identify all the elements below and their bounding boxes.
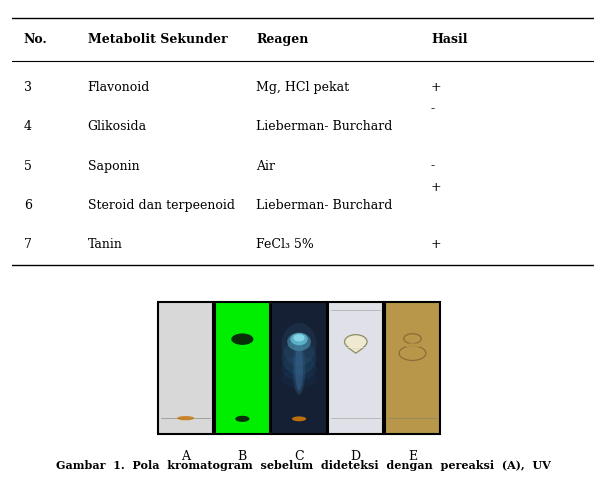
- Text: No.: No.: [24, 33, 47, 46]
- Text: 5: 5: [24, 159, 32, 173]
- Text: A: A: [181, 450, 190, 463]
- Text: 3: 3: [24, 81, 32, 94]
- Text: E: E: [408, 450, 417, 463]
- Bar: [215, 302, 270, 434]
- Text: C: C: [295, 450, 304, 463]
- Ellipse shape: [282, 356, 316, 381]
- Text: 4: 4: [24, 120, 32, 133]
- Text: +: +: [431, 181, 442, 194]
- Ellipse shape: [295, 345, 303, 391]
- Text: -: -: [431, 103, 435, 115]
- Text: Lieberman- Burchard: Lieberman- Burchard: [256, 199, 393, 212]
- Text: Hasil: Hasil: [431, 33, 467, 46]
- Bar: [385, 302, 440, 434]
- Ellipse shape: [399, 346, 426, 361]
- Text: 7: 7: [24, 239, 32, 251]
- Text: Gambar  1.  Pola  kromatogram  sebelum  dideteksi  dengan  pereaksi  (A),  UV: Gambar 1. Pola kromatogram sebelum didet…: [56, 460, 550, 471]
- Text: Tanin: Tanin: [88, 239, 122, 251]
- Text: Reagen: Reagen: [256, 33, 309, 46]
- Text: Saponin: Saponin: [88, 159, 139, 173]
- Text: D: D: [351, 450, 361, 463]
- Text: Metabolit Sekunder: Metabolit Sekunder: [88, 33, 227, 46]
- Ellipse shape: [290, 333, 308, 346]
- Text: Mg, HCl pekat: Mg, HCl pekat: [256, 81, 350, 94]
- Bar: [271, 302, 327, 434]
- Text: FeCl₃ 5%: FeCl₃ 5%: [256, 239, 315, 251]
- Text: +: +: [431, 81, 442, 94]
- Text: Flavonoid: Flavonoid: [88, 81, 150, 94]
- Polygon shape: [348, 347, 364, 353]
- Ellipse shape: [405, 343, 421, 348]
- Text: Lieberman- Burchard: Lieberman- Burchard: [256, 120, 393, 133]
- Ellipse shape: [345, 335, 367, 349]
- Text: +: +: [431, 239, 442, 251]
- Bar: [328, 302, 384, 434]
- Ellipse shape: [293, 341, 305, 395]
- Ellipse shape: [404, 334, 421, 344]
- Ellipse shape: [235, 416, 250, 422]
- Ellipse shape: [292, 417, 306, 421]
- Text: Steroid dan terpeenoid: Steroid dan terpeenoid: [88, 199, 235, 212]
- Text: 6: 6: [24, 199, 32, 212]
- Ellipse shape: [282, 341, 316, 374]
- Text: Air: Air: [256, 159, 276, 173]
- Ellipse shape: [293, 334, 305, 342]
- Ellipse shape: [282, 369, 316, 388]
- Text: -: -: [431, 159, 435, 173]
- Ellipse shape: [231, 333, 253, 345]
- Ellipse shape: [287, 332, 311, 351]
- Ellipse shape: [282, 323, 316, 366]
- Ellipse shape: [348, 347, 364, 349]
- Ellipse shape: [177, 416, 195, 420]
- Text: B: B: [238, 450, 247, 463]
- Text: Glikosida: Glikosida: [88, 120, 147, 133]
- Bar: [158, 302, 213, 434]
